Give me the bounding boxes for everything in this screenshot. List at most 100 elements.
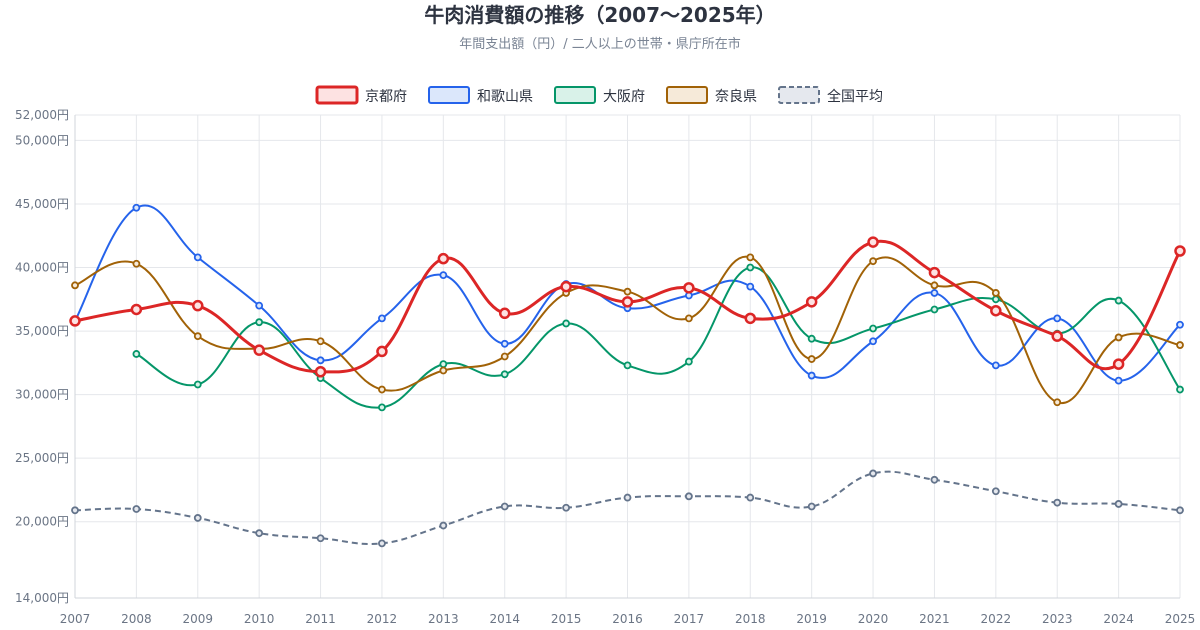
data-point[interactable] — [867, 236, 879, 248]
legend-swatch — [778, 86, 820, 104]
data-point[interactable] — [1051, 330, 1063, 342]
data-point[interactable] — [807, 355, 816, 363]
data-point[interactable] — [1114, 333, 1123, 342]
data-point[interactable] — [621, 296, 634, 308]
data-point[interactable] — [1174, 245, 1186, 257]
data-point[interactable] — [746, 253, 755, 262]
data-point[interactable] — [930, 475, 939, 484]
data-point[interactable] — [314, 366, 327, 378]
data-point[interactable] — [869, 469, 877, 478]
legend-item[interactable]: 和歌山県 — [428, 86, 533, 105]
data-point[interactable] — [805, 296, 818, 308]
data-point[interactable] — [928, 266, 941, 279]
data-point[interactable] — [130, 303, 143, 316]
data-point[interactable] — [683, 282, 695, 294]
data-point[interactable] — [1176, 320, 1184, 329]
data-point[interactable] — [684, 492, 693, 501]
data-point[interactable] — [193, 332, 202, 341]
data-point[interactable] — [316, 337, 325, 346]
data-point[interactable] — [562, 319, 571, 328]
data-point[interactable] — [684, 314, 693, 323]
legend-label: 奈良県 — [715, 89, 757, 105]
data-point[interactable] — [255, 301, 264, 310]
data-point[interactable] — [746, 493, 755, 502]
data-point[interactable] — [316, 356, 325, 365]
data-point[interactable] — [71, 506, 79, 515]
data-point[interactable] — [869, 257, 877, 266]
data-point[interactable] — [378, 314, 386, 323]
data-point[interactable] — [991, 295, 1000, 304]
data-point[interactable] — [746, 282, 755, 291]
data-point[interactable] — [807, 371, 816, 380]
data-point[interactable] — [378, 385, 386, 394]
data-point[interactable] — [623, 361, 632, 370]
data-point[interactable] — [498, 307, 511, 320]
data-point[interactable] — [684, 357, 693, 366]
data-point[interactable] — [807, 334, 816, 343]
data-point[interactable] — [1176, 341, 1184, 349]
data-point[interactable] — [500, 502, 509, 511]
legend-item[interactable]: 全国平均 — [778, 86, 883, 105]
data-point[interactable] — [807, 502, 816, 511]
legend-item[interactable]: 奈良県 — [666, 86, 757, 105]
data-point[interactable] — [193, 514, 202, 522]
data-point[interactable] — [132, 203, 141, 212]
data-point[interactable] — [1176, 385, 1184, 394]
data-point[interactable] — [253, 344, 265, 356]
x-tick-label: 2012 — [367, 612, 398, 626]
data-point[interactable] — [1114, 500, 1123, 508]
data-point[interactable] — [869, 337, 877, 346]
data-point[interactable] — [1114, 376, 1123, 385]
data-point[interactable] — [1112, 358, 1125, 370]
data-point[interactable] — [1053, 498, 1062, 507]
data-point[interactable] — [746, 263, 755, 272]
data-point[interactable] — [930, 281, 939, 290]
data-point[interactable] — [437, 252, 450, 265]
data-point[interactable] — [439, 271, 448, 280]
data-point[interactable] — [991, 361, 1000, 370]
data-point[interactable] — [560, 280, 572, 293]
data-point[interactable] — [376, 345, 388, 358]
data-point[interactable] — [623, 493, 632, 502]
data-point[interactable] — [378, 403, 386, 412]
data-point[interactable] — [930, 305, 939, 314]
data-point[interactable] — [500, 339, 509, 348]
x-tick-label: 2014 — [489, 612, 520, 626]
data-point[interactable] — [378, 539, 386, 548]
data-point[interactable] — [1114, 296, 1123, 305]
x-tick-label: 2018 — [735, 612, 766, 626]
data-point[interactable] — [500, 370, 509, 379]
data-point[interactable] — [562, 503, 571, 512]
data-point[interactable] — [1176, 506, 1184, 515]
data-point[interactable] — [1053, 398, 1062, 407]
legend-swatch — [554, 86, 596, 104]
data-point[interactable] — [132, 350, 141, 358]
data-point[interactable] — [132, 505, 141, 513]
data-point[interactable] — [991, 289, 1000, 297]
legend-item[interactable]: 京都府 — [315, 85, 407, 105]
legend-label: 全国平均 — [827, 88, 883, 105]
data-point[interactable] — [744, 312, 757, 325]
legend[interactable]: 京都府 和歌山県 大阪府 奈良県 全国平均 — [315, 85, 883, 105]
data-point[interactable] — [1053, 314, 1062, 323]
data-point[interactable] — [439, 360, 448, 369]
data-point[interactable] — [869, 324, 877, 333]
data-point[interactable] — [193, 253, 202, 262]
data-point[interactable] — [316, 534, 325, 543]
legend-item[interactable]: 大阪府 — [554, 86, 645, 105]
data-point[interactable] — [255, 529, 264, 538]
data-point[interactable] — [193, 380, 202, 389]
data-point[interactable] — [990, 304, 1002, 317]
data-point[interactable] — [439, 521, 448, 530]
data-point[interactable] — [69, 315, 81, 327]
data-point[interactable] — [71, 281, 79, 290]
data-point[interactable] — [255, 318, 264, 327]
data-point[interactable] — [991, 487, 1000, 496]
data-point[interactable] — [439, 366, 448, 375]
axes: 14,000円 20,000円 25,000円 30,000円 35,000円 40,00… — [15, 108, 1195, 626]
data-point[interactable] — [930, 289, 939, 297]
data-point[interactable] — [132, 259, 141, 268]
data-point[interactable] — [500, 352, 509, 361]
data-point[interactable] — [623, 287, 632, 296]
data-point[interactable] — [192, 299, 204, 312]
